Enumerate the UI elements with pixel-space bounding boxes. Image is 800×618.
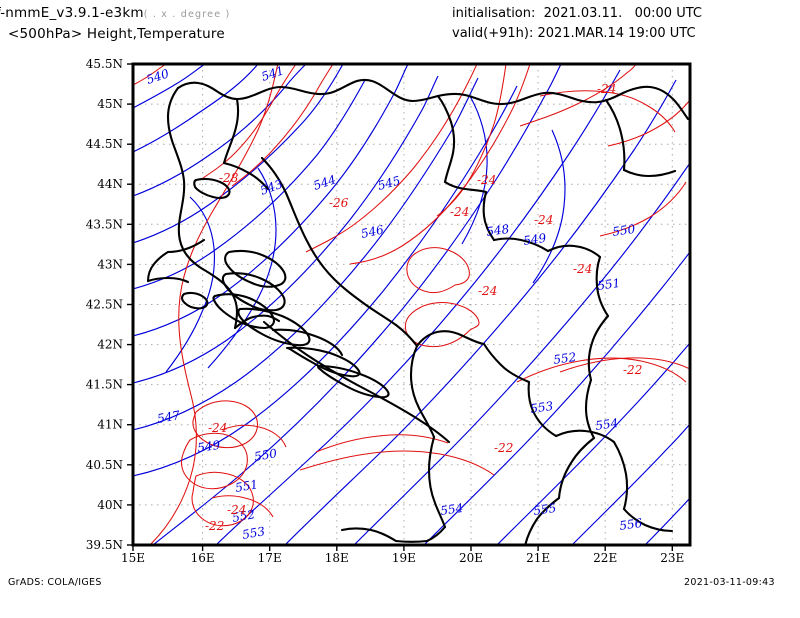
x-tick-label: 22E xyxy=(593,551,617,565)
y-tick-label: 42N xyxy=(97,338,123,352)
contour-label-temp: -22 xyxy=(494,441,513,455)
contour-label-height: 550 xyxy=(611,222,636,239)
y-tick-label: 40.5N xyxy=(86,458,123,472)
contour-label-temp: -24 xyxy=(208,421,227,435)
contour-label-height: 552 xyxy=(552,350,577,367)
valid-time: valid(+91h): 2021.MAR.14 19:00 UTC xyxy=(452,26,696,41)
header: f-nmmE_v3.9.1-e3km( . x . degree ) <500h… xyxy=(0,0,800,52)
y-tick-label: 41.5N xyxy=(86,378,123,392)
contour-label-height: 546 xyxy=(360,222,386,241)
contour-label-temp: -22 xyxy=(205,519,224,533)
contour-label-height: 548 xyxy=(485,222,510,239)
contour-label-height: 541 xyxy=(260,63,286,83)
contour-label-height: 554 xyxy=(439,501,464,518)
contour-label-temp: -24 xyxy=(227,503,246,517)
contour-label-temp: -24 xyxy=(597,82,616,96)
contour-label-height: 547 xyxy=(156,408,181,426)
contour-label-temp: -28 xyxy=(219,171,239,185)
y-tick-label: 39.5N xyxy=(86,538,123,552)
contour-label-height: 544 xyxy=(312,172,338,192)
x-tick-label: 18E xyxy=(325,551,349,565)
contour-label-temp: -24 xyxy=(450,205,469,219)
contour-label-height: 553 xyxy=(529,399,554,416)
contour-label-temp: -26 xyxy=(329,196,349,210)
y-tick-label: 42.5N xyxy=(86,298,123,312)
contour-label-height: 549 xyxy=(522,231,547,248)
contour-label-height: 553 xyxy=(241,524,266,542)
contour-label-temp: -22 xyxy=(623,363,642,377)
x-tick-label: 19E xyxy=(392,551,416,565)
y-tick-label: 43N xyxy=(97,257,123,271)
x-tick-label: 20E xyxy=(459,551,483,565)
contour-label-height: 552 xyxy=(231,507,256,525)
y-tick-label: 43.5N xyxy=(86,217,123,231)
contour-label-temp: -24 xyxy=(477,173,496,187)
contour-label-height: 551 xyxy=(234,477,259,495)
footer-credit: GrADS: COLA/IGES xyxy=(8,577,102,588)
grid-lines xyxy=(133,64,690,545)
contour-label-height: 556 xyxy=(618,516,643,533)
y-axis-tick-labels: 39.5N 40N 40.5N 41N 41.5N 42N 42.5N 43N … xyxy=(86,57,123,552)
x-tick-label: 23E xyxy=(660,551,684,565)
y-tick-label: 40N xyxy=(97,498,123,512)
x-axis-tick-labels: 15E 16E 17E 18E 19E 20E 21E 22E 23E xyxy=(121,551,684,565)
level-line: <500hPa> Height,Temperature xyxy=(8,26,225,42)
initialisation-time: initialisation: 2021.03.11. 00:00 UTC xyxy=(452,6,702,21)
x-tick-label: 17E xyxy=(258,551,282,565)
x-tick-label: 21E xyxy=(526,551,550,565)
coastline-borders xyxy=(146,78,690,545)
contour-labels: 540 541 543 544 545 546 547 548 549 549 … xyxy=(145,63,644,541)
y-tick-label: 44.5N xyxy=(86,137,123,151)
contour-label-height: 545 xyxy=(376,173,402,192)
contour-label-temp: -24 xyxy=(573,262,592,276)
contour-label-height: 549 xyxy=(196,438,221,455)
contour-label-height: 551 xyxy=(596,276,621,293)
contour-label-height: 550 xyxy=(253,446,278,464)
plot-background xyxy=(133,64,690,545)
axis-ticks xyxy=(127,63,673,551)
x-tick-label: 16E xyxy=(191,551,215,565)
contour-label-temp: -24 xyxy=(534,213,553,227)
contour-label-height: 554 xyxy=(594,416,619,433)
y-tick-label: 41N xyxy=(97,418,123,432)
y-tick-label: 44N xyxy=(97,177,123,191)
contour-label-height: 555 xyxy=(532,501,557,518)
model-resolution: ( . x . degree ) xyxy=(143,9,231,20)
model-name-line: f-nmmE_v3.9.1-e3km( . x . degree ) xyxy=(0,5,230,21)
contour-label-temp: -24 xyxy=(478,284,497,298)
model-name: f-nmmE_v3.9.1-e3km xyxy=(0,5,144,21)
footer-timestamp: 2021-03-11-09:43 xyxy=(684,577,775,588)
y-tick-label: 45N xyxy=(97,97,123,111)
x-tick-label: 15E xyxy=(121,551,145,565)
contour-label-height: 540 xyxy=(145,66,171,87)
y-tick-label: 45.5N xyxy=(86,57,123,71)
